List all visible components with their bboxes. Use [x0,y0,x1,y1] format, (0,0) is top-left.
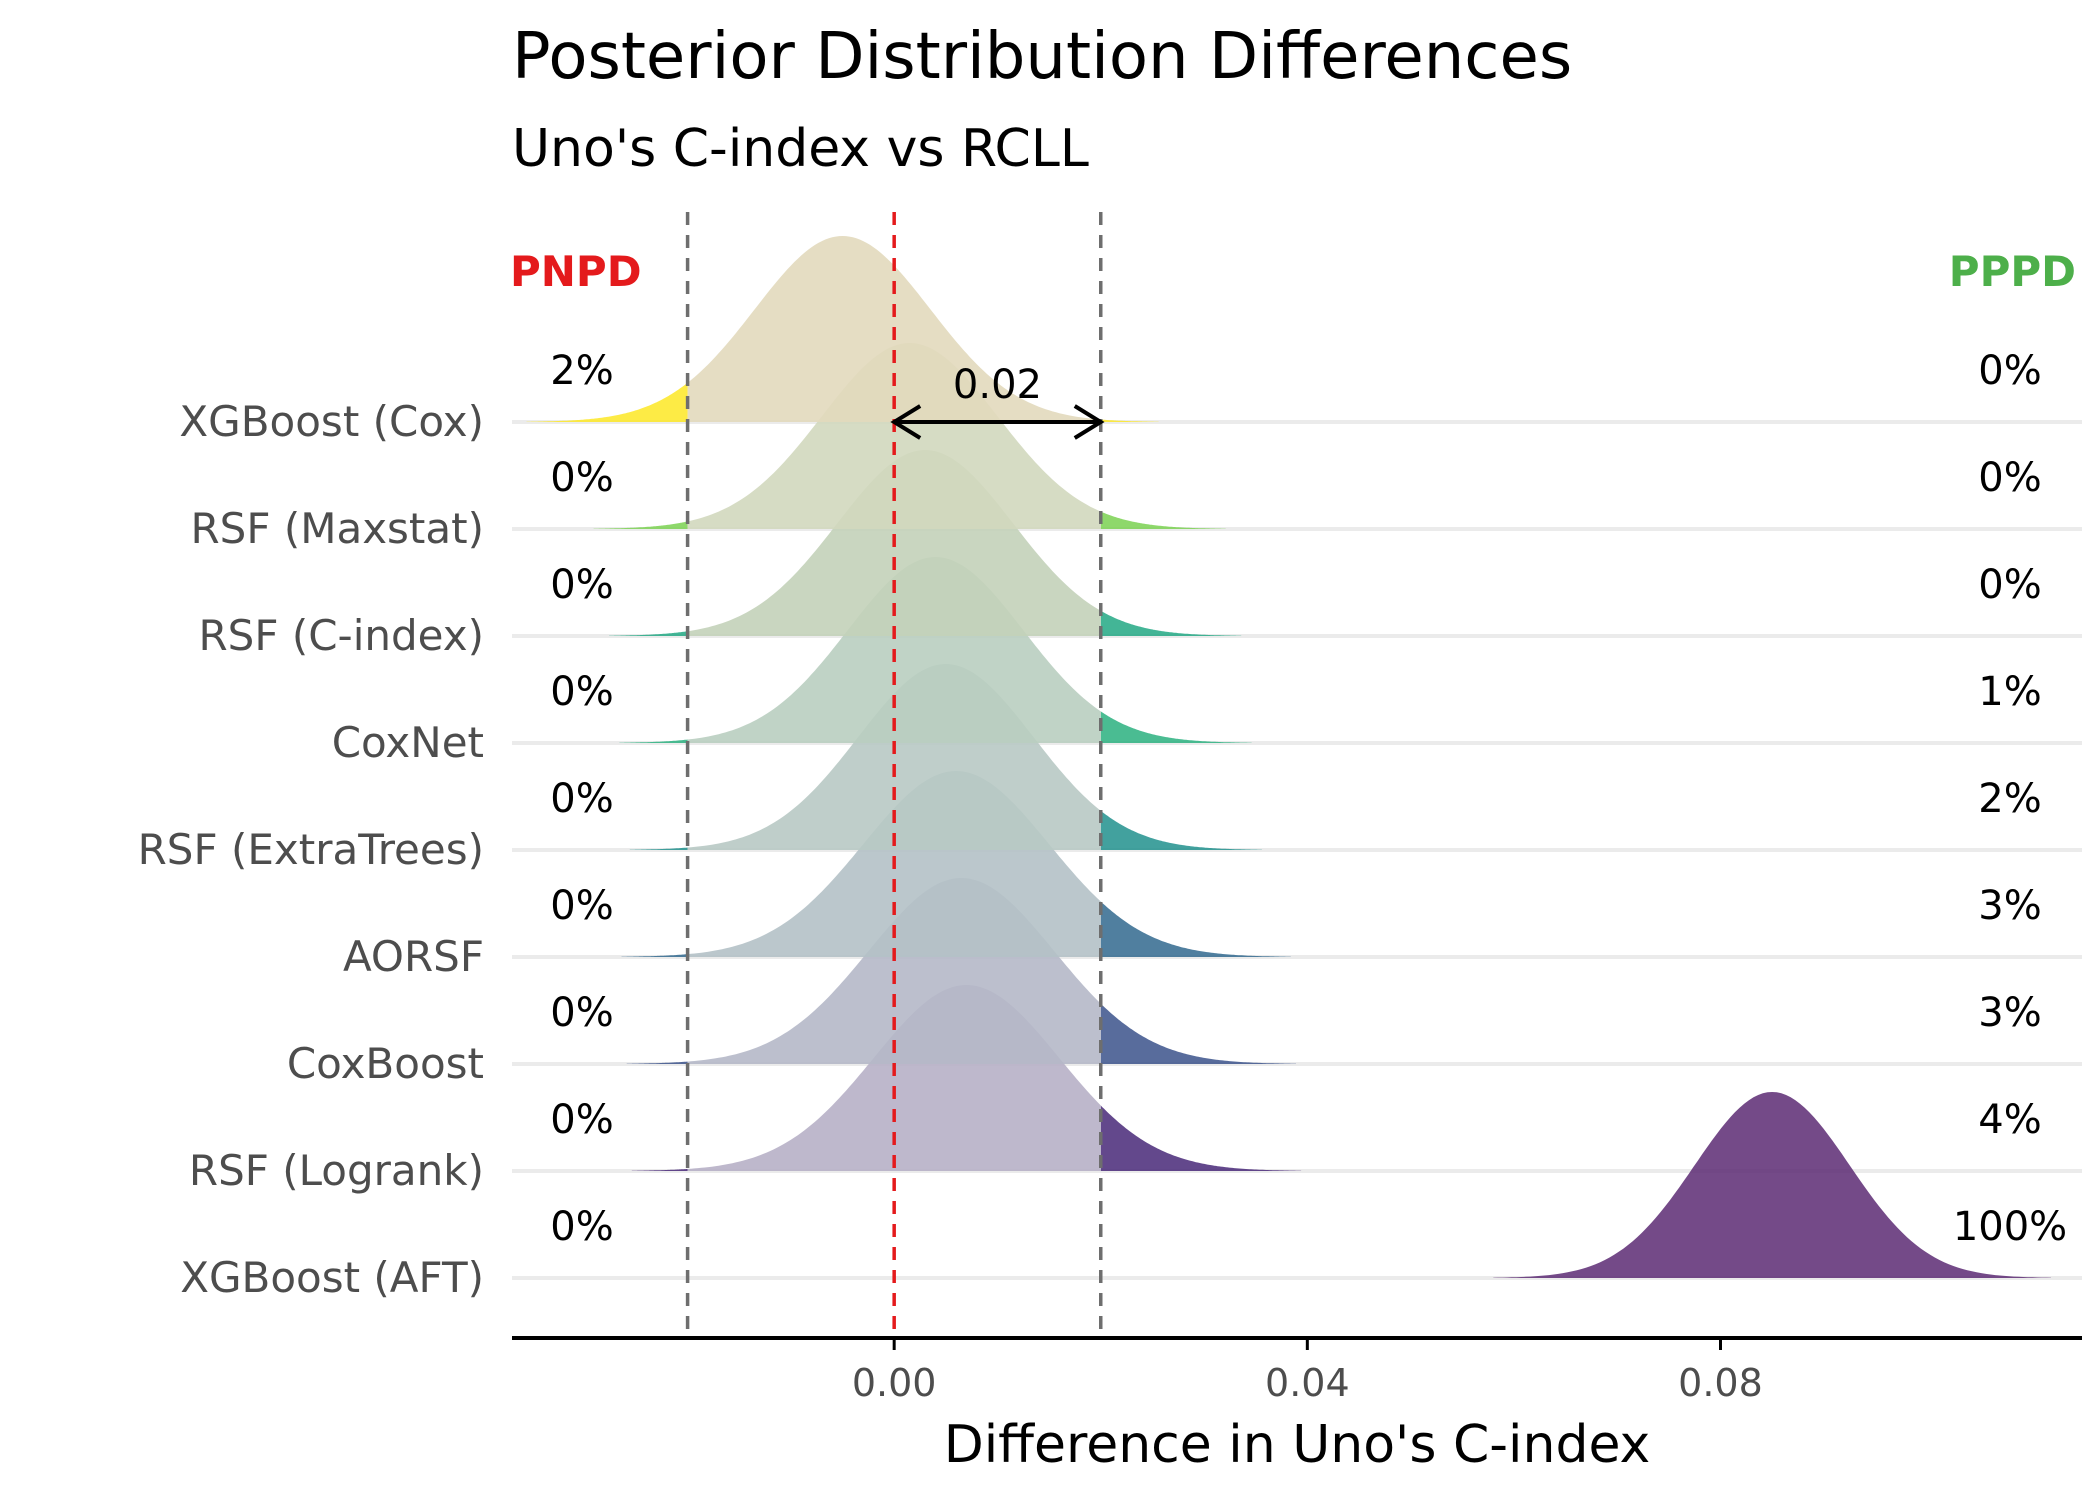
pppd-value: 0% [1978,348,2041,394]
pnpd-value: 0% [550,669,613,715]
ridge-left-tail [609,631,688,636]
ridge-8 [1493,1092,2051,1278]
pppd-value: 3% [1978,990,2041,1036]
y-axis-labels: XGBoost (AFT) RSF (Logrank) CoxBoost AORSF R… [138,397,484,1302]
pnpd-value: 0% [550,562,613,608]
pppd-value: 4% [1978,1097,2041,1143]
rope-annotation-label: 0.02 [953,362,1042,408]
ridge-left-tail [619,739,688,743]
ridge-right-tail [1100,1003,1296,1064]
x-tick-label: 0.08 [1678,1361,1763,1405]
pppd-value: 0% [1978,562,2041,608]
ridge-right-tail [1100,711,1252,743]
chart-subtitle: Uno's C-index vs RCLL [512,119,1089,179]
ridge-right-tail [1100,810,1262,850]
pppd-value: 0% [1978,455,2041,501]
chart-title: Posterior Distribution Differences [512,20,1572,94]
ridge-left-tail [626,1061,688,1064]
y-tick-label: CoxBoost [287,1039,484,1088]
y-tick-label: XGBoost (AFT) [180,1253,484,1302]
x-tick-label: 0.00 [852,1361,937,1405]
pnpd-value: 0% [550,990,613,1036]
ridges [526,236,2051,1278]
pnpd-value: 0% [550,883,613,929]
pnpd-value: 0% [550,455,613,501]
ridge-left-tail [593,521,688,529]
y-tick-label: RSF (C-index) [198,611,484,660]
ridge-body [687,343,1101,529]
pppd-value: 2% [1978,776,2041,822]
ridge-left-tail [629,847,688,850]
ridge-right-tail [1100,419,1159,422]
y-tick-label: RSF (Maxstat) [190,504,484,553]
pppd-header: PPPD [1949,247,2076,296]
ridge-right-tail [1100,901,1291,957]
x-axis-label: Difference in Uno's C-index [944,1415,1651,1475]
pnpd-value: 0% [550,776,613,822]
pnpd-value: 0% [550,1097,613,1143]
percentage-labels: 0% 100% 0% 4% 0% 3% 0% 3% 0% 2% 0% 1% 0% 0% 0% 0% 2% 0% [550,348,2067,1250]
pppd-value: 100% [1953,1204,2067,1250]
y-tick-label: CoxNet [332,718,484,767]
rope-annotation: 0.02 [890,362,1105,440]
pppd-value: 3% [1978,883,2041,929]
ridge-right-tail [1100,610,1242,636]
y-tick-label: RSF (Logrank) [189,1146,484,1195]
ridge-1 [593,343,1226,529]
ridge-left-tail [526,382,688,422]
pppd-value: 1% [1978,669,2041,715]
ridge-right-tail [1100,1105,1302,1171]
x-tick-label: 0.04 [1265,1361,1350,1405]
rope-arrow-left-head [890,404,922,440]
y-tick-label: AORSF [343,932,484,981]
ridge-left-tail [621,954,688,957]
pnpd-value: 2% [550,348,613,394]
reference-lines [685,212,1103,1338]
ridge-left-tail [631,1168,688,1171]
x-axis-ticks: 0.00 0.04 0.08 [852,1338,1763,1405]
ridge-right-tail [1493,1092,2051,1278]
y-tick-label: RSF (ExtraTrees) [138,825,484,874]
y-tick-label: XGBoost (Cox) [179,397,484,446]
rope-arrow-right-head [1073,404,1105,440]
ridge-right-tail [1100,511,1226,529]
pnpd-header: PNPD [510,247,642,296]
pnpd-value: 0% [550,1204,613,1250]
